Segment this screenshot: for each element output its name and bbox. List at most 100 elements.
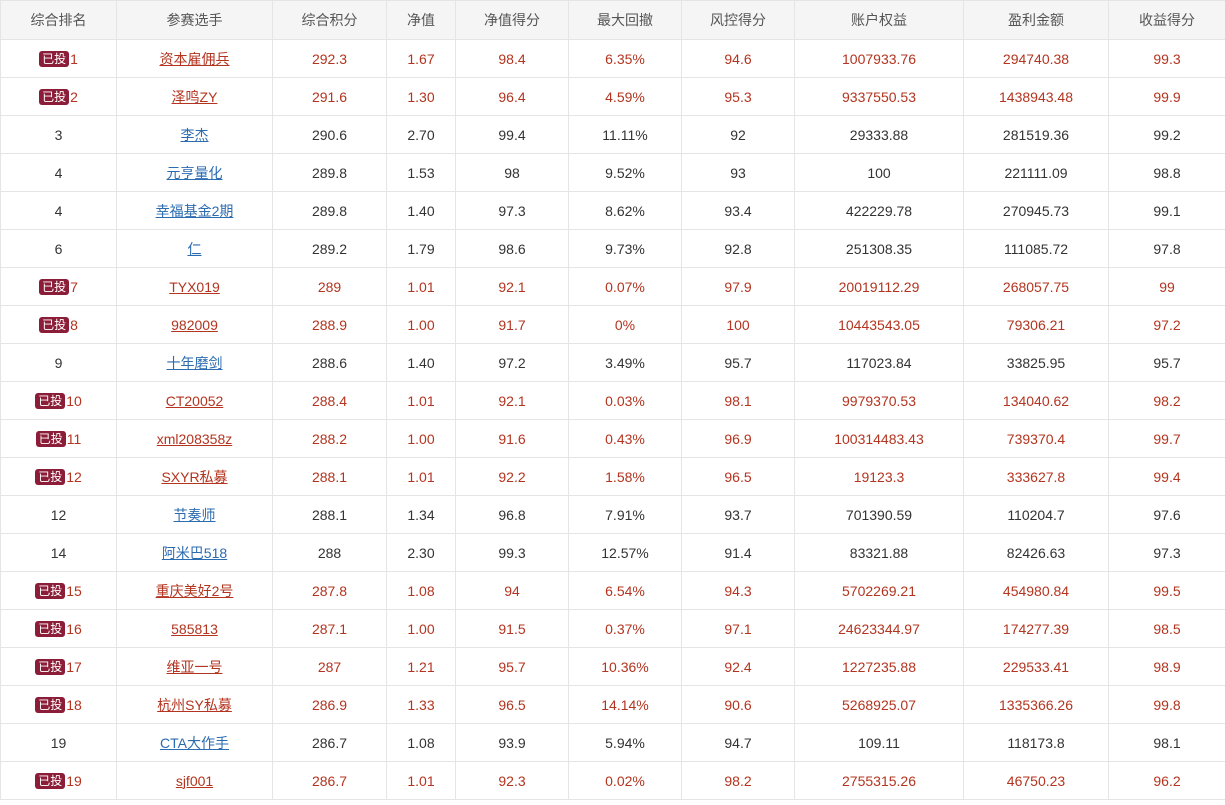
profit-amount-cell: 294740.38 — [963, 39, 1109, 78]
table-row: 12 节奏师 288.1 1.34 96.8 7.91% 93.7 701390.59 1102… — [0, 495, 1225, 534]
invested-badge: 已投 — [35, 468, 66, 485]
table-row: 已投 17 维亚一号 287 1.21 95.7 10.36% 92.4 1227235.88 2… — [0, 647, 1225, 686]
header-profit-amount[interactable]: 盈利金额 — [963, 0, 1109, 40]
return-score-cell: 99.8 — [1108, 685, 1225, 724]
rank-value: 1 — [70, 50, 78, 67]
nav-score-cell: 95.7 — [455, 647, 569, 686]
account-equity-cell: 10443543.05 — [794, 305, 964, 344]
nav-score-cell: 98.4 — [455, 39, 569, 78]
return-score-cell: 97.2 — [1108, 305, 1225, 344]
account-equity-cell: 1227235.88 — [794, 647, 964, 686]
risk-score-cell: 98.1 — [681, 381, 795, 420]
player-link[interactable]: xml208358z — [156, 430, 233, 447]
table-row: 14 阿米巴518 288 2.30 99.3 12.57% 91.4 83321.88 824… — [0, 533, 1225, 572]
player-link[interactable]: 元亨量化 — [166, 164, 223, 181]
total-score-cell: 289.2 — [272, 229, 387, 268]
nav-score-cell: 92.1 — [455, 381, 569, 420]
account-equity-cell: 5702269.21 — [794, 571, 964, 610]
player-link[interactable]: 585813 — [171, 620, 218, 637]
rank-cell: 4 — [0, 153, 117, 192]
account-equity-cell: 701390.59 — [794, 495, 964, 534]
risk-score-cell: 95.7 — [681, 343, 795, 382]
nav-cell: 1.08 — [386, 571, 456, 610]
profit-amount-cell: 46750.23 — [963, 761, 1109, 800]
invested-badge: 已投 — [39, 278, 70, 295]
player-link[interactable]: 资本雇佣兵 — [159, 50, 230, 67]
profit-amount-cell: 333627.8 — [963, 457, 1109, 496]
max-drawdown-cell: 0.03% — [568, 381, 682, 420]
nav-score-cell: 91.6 — [455, 419, 569, 458]
nav-cell: 1.33 — [386, 685, 456, 724]
player-link[interactable]: CT20052 — [165, 392, 224, 409]
nav-cell: 1.34 — [386, 495, 456, 534]
header-rank[interactable]: 综合排名 — [0, 0, 117, 40]
rank-value: 12 — [50, 506, 67, 523]
player-link[interactable]: SXYR私募 — [161, 468, 228, 485]
account-equity-cell: 422229.78 — [794, 191, 964, 230]
rank-cell: 19 — [0, 723, 117, 762]
total-score-cell: 288.2 — [272, 419, 387, 458]
player-cell: CT20052 — [116, 381, 273, 420]
account-equity-cell: 29333.88 — [794, 115, 964, 154]
total-score-cell: 288.6 — [272, 343, 387, 382]
header-nav[interactable]: 净值 — [386, 0, 456, 40]
header-risk-score[interactable]: 风控得分 — [681, 0, 795, 40]
header-total-score[interactable]: 综合积分 — [272, 0, 387, 40]
table-row: 已投 10 CT20052 288.4 1.01 92.1 0.03% 98.1 9979370… — [0, 381, 1225, 420]
profit-amount-cell: 221111.09 — [963, 153, 1109, 192]
player-link[interactable]: 982009 — [171, 316, 218, 333]
max-drawdown-cell: 3.49% — [568, 343, 682, 382]
player-link[interactable]: 阿米巴518 — [161, 544, 228, 561]
table-row: 已投 7 TYX019 289 1.01 92.1 0.07% 97.9 20019112.29… — [0, 267, 1225, 306]
nav-score-cell: 97.2 — [455, 343, 569, 382]
return-score-cell: 97.3 — [1108, 533, 1225, 572]
header-player[interactable]: 参赛选手 — [116, 0, 273, 40]
player-link[interactable]: TYX019 — [169, 278, 220, 295]
rank-cell: 已投 11 — [0, 419, 117, 458]
player-link[interactable]: sjf001 — [175, 772, 214, 789]
player-link[interactable]: 杭州SY私募 — [157, 696, 232, 713]
profit-amount-cell: 33825.95 — [963, 343, 1109, 382]
header-return-score[interactable]: 收益得分 — [1108, 0, 1225, 40]
nav-score-cell: 99.4 — [455, 115, 569, 154]
header-max-drawdown[interactable]: 最大回撤 — [568, 0, 682, 40]
max-drawdown-cell: 10.36% — [568, 647, 682, 686]
nav-cell: 1.01 — [386, 457, 456, 496]
rank-cell: 已投 15 — [0, 571, 117, 610]
account-equity-cell: 2755315.26 — [794, 761, 964, 800]
player-link[interactable]: 十年磨剑 — [166, 354, 223, 371]
player-link[interactable]: 重庆美好2号 — [155, 582, 234, 599]
nav-score-cell: 93.9 — [455, 723, 569, 762]
invested-badge: 已投 — [35, 582, 66, 599]
player-link[interactable]: 泽鸣ZY — [171, 88, 218, 105]
player-link[interactable]: 幸福基金2期 — [155, 202, 234, 219]
player-cell: 杭州SY私募 — [116, 685, 273, 724]
table-row: 已投 16 585813 287.1 1.00 91.5 0.37% 97.1 24623344… — [0, 609, 1225, 648]
player-cell: 节奏师 — [116, 495, 273, 534]
nav-cell: 1.08 — [386, 723, 456, 762]
header-nav-score[interactable]: 净值得分 — [455, 0, 569, 40]
rank-value: 12 — [66, 468, 82, 485]
rank-value: 3 — [54, 126, 63, 143]
risk-score-cell: 98.2 — [681, 761, 795, 800]
return-score-cell: 99.5 — [1108, 571, 1225, 610]
player-link[interactable]: 节奏师 — [173, 506, 216, 523]
return-score-cell: 99 — [1108, 267, 1225, 306]
player-link[interactable]: CTA大作手 — [160, 734, 229, 751]
player-link[interactable]: 维亚一号 — [166, 658, 223, 675]
rank-value: 14 — [50, 544, 67, 561]
player-link[interactable]: 仁 — [187, 240, 202, 257]
profit-amount-cell: 281519.36 — [963, 115, 1109, 154]
table-row: 3 李杰 290.6 2.70 99.4 11.11% 92 29333.88 281519.3… — [0, 115, 1225, 154]
table-row: 4 元亨量化 289.8 1.53 98 9.52% 93 100 221111.09 98.8 — [0, 153, 1225, 192]
risk-score-cell: 93 — [681, 153, 795, 192]
account-equity-cell: 117023.84 — [794, 343, 964, 382]
account-equity-cell: 9979370.53 — [794, 381, 964, 420]
nav-cell: 1.21 — [386, 647, 456, 686]
rank-cell: 6 — [0, 229, 117, 268]
table-row: 已投 2 泽鸣ZY 291.6 1.30 96.4 4.59% 95.3 9337550.53 1… — [0, 77, 1225, 116]
player-link[interactable]: 李杰 — [180, 126, 209, 143]
header-account-equity[interactable]: 账户权益 — [794, 0, 964, 40]
player-cell: 982009 — [116, 305, 273, 344]
account-equity-cell: 9337550.53 — [794, 77, 964, 116]
